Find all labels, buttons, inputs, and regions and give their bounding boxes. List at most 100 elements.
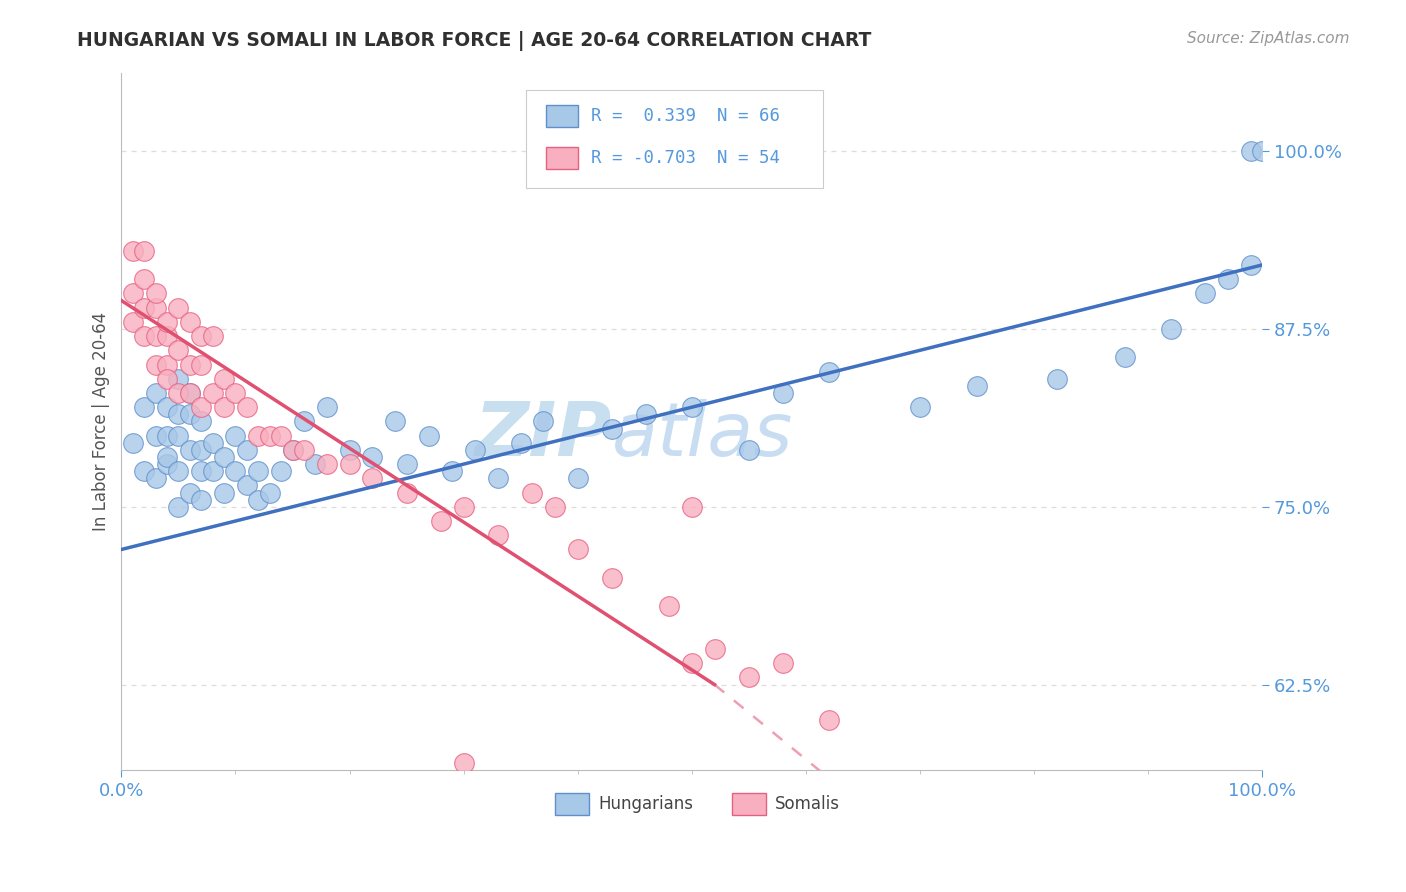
Text: Source: ZipAtlas.com: Source: ZipAtlas.com [1187,31,1350,46]
Point [281,442,304,457]
Point [247,492,270,507]
Point [236,401,259,415]
Point [533,414,555,428]
Point [121,435,143,450]
Point [167,464,190,478]
Point [600,421,623,435]
Point [1216,272,1239,286]
Point [292,414,315,428]
Point [179,485,201,500]
Point [167,428,190,442]
Point [453,756,475,770]
FancyBboxPatch shape [546,105,578,128]
Text: HUNGARIAN VS SOMALI IN LABOR FORCE | AGE 20-64 CORRELATION CHART: HUNGARIAN VS SOMALI IN LABOR FORCE | AGE… [77,31,872,51]
Point [1194,286,1216,301]
Text: R = -0.703  N = 54: R = -0.703 N = 54 [592,149,780,167]
Point [395,457,418,471]
Point [224,464,246,478]
Point [145,286,167,301]
Point [156,329,179,343]
Point [145,358,167,372]
Point [772,657,794,671]
Point [212,485,235,500]
Text: ZIP: ZIP [475,399,612,472]
Point [304,457,326,471]
Point [236,442,259,457]
Point [247,464,270,478]
Point [259,428,281,442]
Point [486,471,509,485]
Y-axis label: In Labor Force | Age 20-64: In Labor Force | Age 20-64 [93,312,110,531]
Point [292,442,315,457]
Point [395,485,418,500]
Point [441,464,464,478]
Point [1114,351,1136,365]
Point [167,408,190,422]
Point [658,599,681,614]
FancyBboxPatch shape [555,793,589,815]
Point [703,642,725,657]
Point [167,500,190,514]
Point [430,514,453,528]
Point [966,379,988,393]
Point [636,408,658,422]
Point [156,428,179,442]
Point [201,329,224,343]
Point [179,408,201,422]
Point [190,329,212,343]
Point [190,401,212,415]
Point [190,464,212,478]
Point [179,386,201,401]
Point [121,286,143,301]
FancyBboxPatch shape [526,90,823,188]
Point [156,457,179,471]
FancyBboxPatch shape [731,793,766,815]
Point [1160,322,1182,336]
Point [156,315,179,329]
Point [270,464,292,478]
Point [145,301,167,315]
Point [817,713,839,727]
Point [361,450,384,464]
Point [212,450,235,464]
Point [156,358,179,372]
Point [236,478,259,492]
Point [167,343,190,358]
Point [156,401,179,415]
Point [509,435,531,450]
Point [134,244,156,258]
Point [212,401,235,415]
Point [315,401,337,415]
Point [145,471,167,485]
Point [179,442,201,457]
Point [567,542,589,557]
Point [453,500,475,514]
Point [134,329,156,343]
Point [1046,372,1069,386]
Point [121,244,143,258]
Point [339,457,361,471]
Point [384,414,406,428]
Point [121,315,143,329]
Point [1239,145,1261,159]
Point [134,401,156,415]
Point [156,372,179,386]
Point [908,401,931,415]
Point [134,301,156,315]
Point [681,657,703,671]
Point [418,428,440,442]
Point [270,428,292,442]
Point [544,500,567,514]
Point [247,428,270,442]
Point [817,365,839,379]
Point [167,386,190,401]
Point [212,372,235,386]
Point [134,272,156,286]
Point [259,485,281,500]
Point [772,386,794,401]
Point [281,442,304,457]
Point [567,471,589,485]
Text: Hungarians: Hungarians [598,795,693,814]
Point [1251,145,1274,159]
Point [156,450,179,464]
